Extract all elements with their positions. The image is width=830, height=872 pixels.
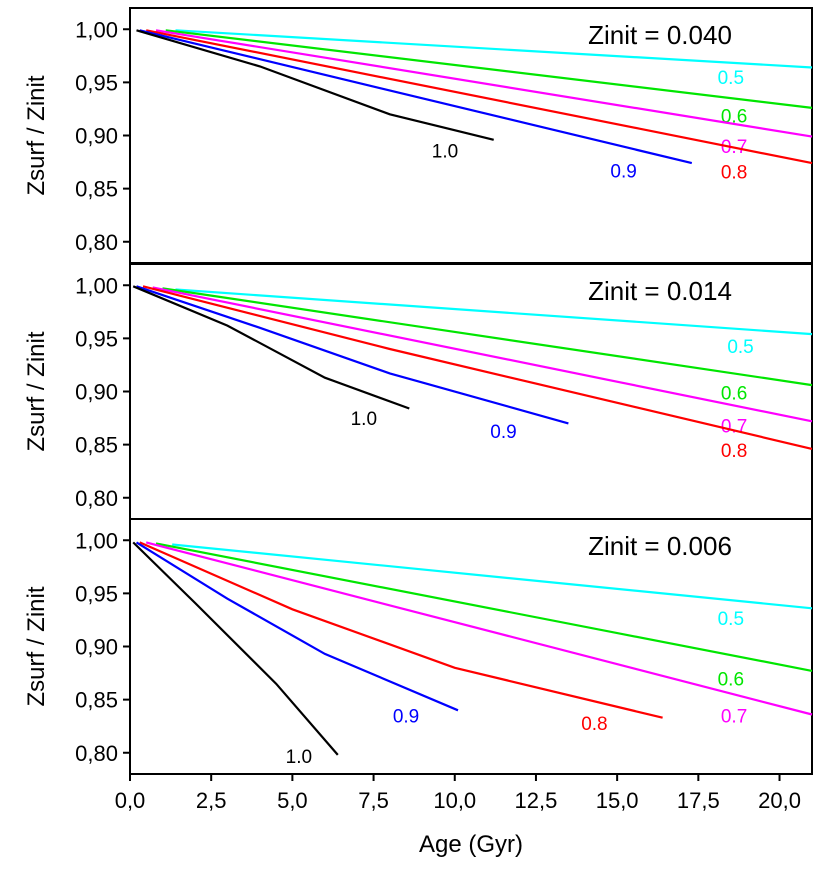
series-line-0.5 (172, 543, 813, 610)
series-label-0.7: 0.7 (721, 417, 747, 438)
y-tick-label: 1,00 (75, 528, 118, 553)
series-line-0.5 (175, 288, 813, 336)
y-tick-label: 0,85 (75, 433, 118, 458)
series-label-0.9: 0.9 (393, 707, 419, 728)
series-line-0.8 (145, 29, 813, 165)
series-line-0.5 (175, 29, 813, 69)
y-tick-label: 0,90 (75, 124, 118, 149)
y-tick-label: 1,00 (75, 273, 118, 298)
y-tick-label: 0,95 (75, 581, 118, 606)
series-label-0.6: 0.6 (721, 384, 747, 405)
panel-3: 0,80 0,85 0,90 0,95 1,00 Zsurf / Zinit Zinit =… (23, 518, 813, 775)
panel-title: Zinit = 0.040 (588, 20, 732, 50)
y-tick-label: 0,85 (75, 177, 118, 202)
y-tick-label: 0,95 (75, 70, 118, 95)
y-tick-label: 0,80 (75, 486, 118, 511)
x-tick-label: 10,0 (433, 788, 476, 813)
series-label-1.0: 1.0 (432, 141, 458, 162)
y-axis-title: Zsurf / Zinit (23, 75, 50, 195)
panel-title: Zinit = 0.014 (588, 276, 732, 306)
series-line-0.8 (142, 285, 813, 450)
x-tick-label: 7,5 (358, 788, 389, 813)
x-tick-label: 12,5 (515, 788, 558, 813)
y-axis-title: Zsurf / Zinit (23, 586, 50, 706)
series-line-0.6 (155, 542, 813, 672)
x-tick-label: 15,0 (596, 788, 639, 813)
y-tick-label: 0,85 (75, 688, 118, 713)
series-label-0.7: 0.7 (721, 707, 747, 728)
series-line-0.8 (139, 541, 663, 719)
y-tick-label: 0,90 (75, 380, 118, 405)
series-line-0.6 (162, 287, 813, 387)
panel-2: 0,80 0,85 0,90 0,95 1,00 Zsurf / Zinit Zinit =… (23, 263, 813, 520)
series-label-0.9: 0.9 (610, 162, 636, 183)
y-tick-label: 0,80 (75, 230, 118, 255)
x-tick-label: 5,0 (277, 788, 308, 813)
series-label-0.9: 0.9 (490, 422, 516, 443)
series-line-0.7 (152, 286, 813, 423)
series-line-0.7 (145, 541, 813, 716)
series-label-0.5: 0.5 (718, 68, 744, 89)
series-line-0.7 (155, 29, 813, 138)
panel-1: 0,80 0,85 0,90 0,95 1,00 Zsurf / Zinit Zinit =… (23, 7, 813, 264)
y-tick-label: 1,00 (75, 17, 118, 42)
series-label-0.5: 0.5 (727, 337, 753, 358)
series-line-0.9 (135, 541, 459, 712)
y-tick-label: 0,95 (75, 326, 118, 351)
y-tick-label: 0,90 (75, 635, 118, 660)
y-axis-title: Zsurf / Zinit (23, 331, 50, 451)
series-label-0.8: 0.8 (721, 441, 747, 462)
series-line-0.9 (139, 29, 693, 165)
series-line-0.9 (136, 285, 569, 425)
x-tick-label: 2,5 (196, 788, 227, 813)
series-label-1.0: 1.0 (351, 409, 377, 430)
series-line-0.6 (165, 29, 813, 109)
series-line-1.0 (132, 285, 410, 410)
series-label-1.0: 1.0 (286, 747, 312, 768)
panel-title: Zinit = 0.006 (588, 531, 732, 561)
x-tick-label: 0,0 (115, 788, 146, 813)
series-label-0.8: 0.8 (721, 163, 747, 184)
x-tick-label: 17,5 (677, 788, 720, 813)
x-tick-label: 20,0 (758, 788, 801, 813)
x-axis-title: Age (Gyr) (419, 831, 523, 858)
series-label-0.5: 0.5 (718, 609, 744, 630)
series-label-0.6: 0.6 (718, 669, 744, 690)
series-line-1.0 (132, 541, 339, 756)
series-line-1.0 (136, 29, 494, 141)
series-label-0.8: 0.8 (581, 714, 607, 735)
y-tick-label: 0,80 (75, 741, 118, 766)
